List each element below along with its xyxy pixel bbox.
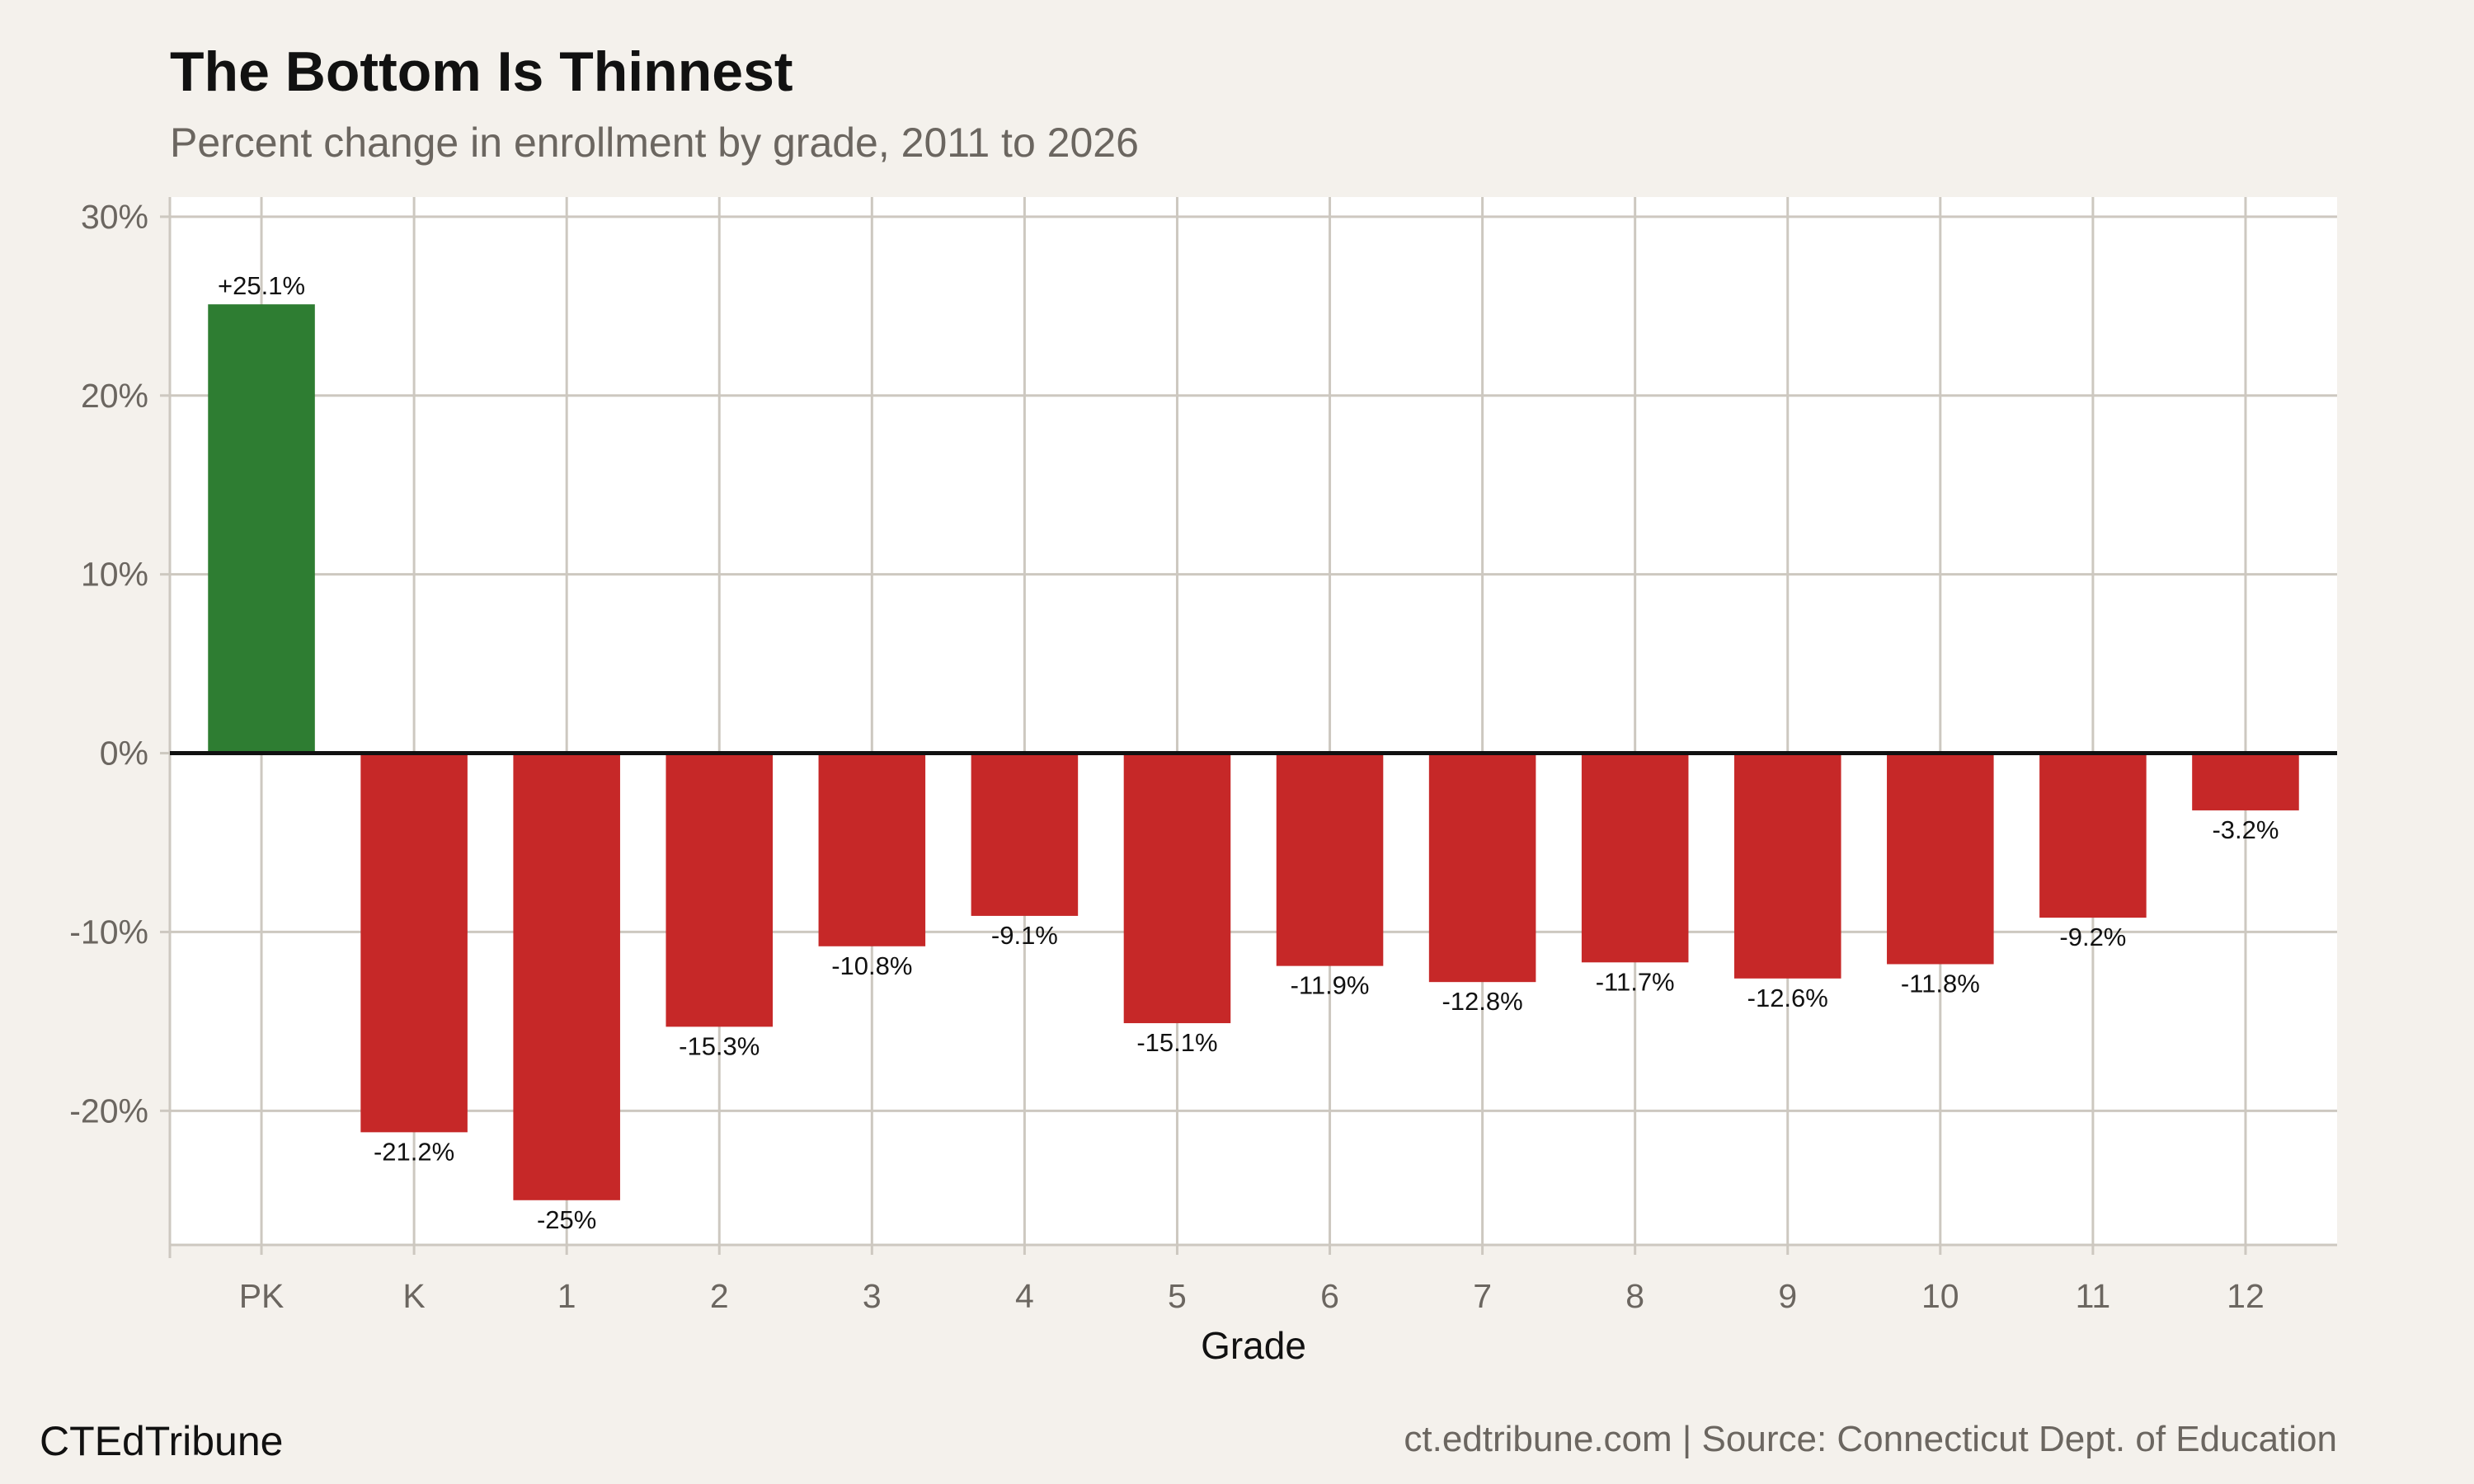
data-label: -11.8% — [1901, 969, 1980, 998]
data-label: -15.3% — [679, 1031, 760, 1060]
x-tick-label: 11 — [2076, 1277, 2111, 1315]
data-label: -3.2% — [2212, 815, 2279, 844]
bar-12 — [2192, 753, 2299, 810]
bar-labels: +25.1% -21.2% -25% -15.3% -10.8% -9.1% -15.1% -… — [218, 271, 2279, 1234]
data-label: -11.7% — [1596, 967, 1675, 996]
x-axis: PK K 1 2 3 4 5 6 7 8 9 10 11 12 — [239, 1245, 2265, 1315]
bar-2 — [666, 753, 774, 1027]
x-tick-label: 3 — [863, 1277, 882, 1315]
bar-8 — [1581, 753, 1689, 963]
x-tick-label: 2 — [710, 1277, 729, 1315]
bar-5 — [1123, 753, 1231, 1024]
bar-6 — [1276, 753, 1384, 966]
data-label: -25% — [537, 1205, 596, 1234]
bar-10 — [1887, 753, 1994, 965]
chart-title: The Bottom Is Thinnest — [170, 40, 793, 103]
data-label: -12.6% — [1747, 984, 1828, 1012]
x-tick-label: 12 — [2227, 1277, 2265, 1315]
bars — [170, 304, 2337, 1200]
data-label: -11.9% — [1291, 971, 1370, 1000]
x-tick-label: 9 — [1778, 1277, 1797, 1315]
bar-3 — [818, 753, 926, 946]
source-caption: ct.edtribune.com | Source: Connecticut D… — [1404, 1419, 2337, 1459]
y-tick-label: 0% — [100, 735, 148, 773]
x-tick-label: 1 — [557, 1277, 576, 1315]
data-label: +25.1% — [218, 271, 305, 300]
bar-9 — [1733, 753, 1841, 979]
x-tick-label: K — [402, 1277, 425, 1315]
brand-logo-text: CTEdTribune — [40, 1418, 283, 1464]
x-tick-label: 5 — [1168, 1277, 1187, 1315]
bar-11 — [2039, 753, 2147, 918]
y-tick-label: 30% — [81, 198, 148, 236]
x-tick-label: 4 — [1015, 1277, 1034, 1315]
y-tick-label: -20% — [69, 1092, 148, 1129]
bar-4 — [971, 753, 1079, 916]
x-tick-label: 10 — [1921, 1277, 1959, 1315]
gridlines — [168, 197, 2337, 1258]
data-label: -10.8% — [831, 951, 912, 980]
chart-subtitle: Percent change in enrollment by grade, 2… — [170, 120, 1139, 166]
x-tick-label: PK — [239, 1277, 285, 1315]
y-tick-label: 20% — [81, 377, 148, 415]
y-axis: 30% 20% 10% 0% -10% -20% — [69, 198, 170, 1129]
bar-7 — [1428, 753, 1536, 983]
x-axis-title: Grade — [1201, 1324, 1306, 1367]
data-label: -15.1% — [1136, 1028, 1217, 1057]
bar-K — [360, 753, 468, 1133]
x-tick-label: 6 — [1320, 1277, 1339, 1315]
y-tick-label: -10% — [69, 913, 148, 951]
x-tick-label: 7 — [1473, 1277, 1492, 1315]
bar-PK — [208, 304, 315, 754]
data-label: -9.2% — [2059, 923, 2126, 951]
plot-panel — [170, 197, 2337, 1245]
x-tick-label: 8 — [1625, 1277, 1644, 1315]
y-tick-label: 10% — [81, 556, 148, 594]
data-label: -21.2% — [374, 1137, 454, 1166]
data-label: -9.1% — [991, 921, 1058, 950]
data-label: -12.8% — [1442, 987, 1522, 1016]
bar-1 — [513, 753, 620, 1200]
